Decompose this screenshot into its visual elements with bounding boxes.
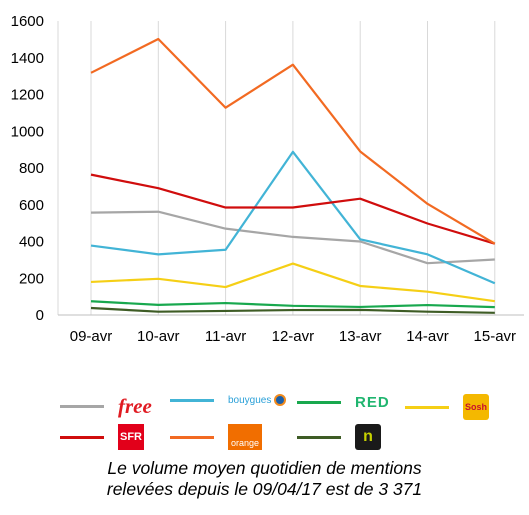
legend-swatch-sfr <box>60 435 104 439</box>
nrj-logo-icon: n <box>355 424 381 450</box>
x-tick-label: 10-avr <box>137 328 180 345</box>
y-tick-label: 400 <box>19 234 44 251</box>
x-tick-label: 14-avr <box>406 328 449 345</box>
footnote: Le volume moyen quotidien de mentions re… <box>0 458 529 500</box>
y-tick-label: 800 <box>19 160 44 177</box>
series-line-bouygues <box>90 150 496 285</box>
footnote-line-2: relevées depuis le 09/04/17 est de 3 371 <box>106 479 423 499</box>
series-line-red <box>90 300 495 309</box>
legend-swatch-free <box>60 405 104 408</box>
orange-logo-icon: orange <box>228 424 262 450</box>
legend-item-nrj: n <box>297 424 381 450</box>
series-lines <box>90 37 496 314</box>
legend-swatch-nrj <box>297 435 341 439</box>
legend-item-sfr: SFR <box>60 424 144 450</box>
y-tick-labels: 0 200 400 600 800 1000 1200 1400 1600 <box>11 13 44 324</box>
bouygues-logo-icon: bouygues <box>228 394 287 406</box>
x-tick-label: 11-avr <box>205 328 246 345</box>
legend-item-orange: orange <box>170 424 262 450</box>
legend-swatch-bouygues <box>170 398 214 402</box>
sfr-logo-icon: SFR <box>118 424 144 450</box>
legend: free bouygues RED Sosh SFR orange n <box>0 392 529 456</box>
legend-item-red: RED <box>297 394 390 411</box>
footnote-line-1: Le volume moyen quotidien de mentions <box>107 458 422 478</box>
series-line-orange <box>90 37 496 245</box>
y-tick-label: 1000 <box>11 123 44 140</box>
y-tick-label: 0 <box>36 307 44 324</box>
x-tick-labels: 09-avr 10-avr 11-avr 12-avr 13-avr 14-avr 15-a… <box>70 328 516 345</box>
y-tick-label: 600 <box>19 197 44 214</box>
legend-swatch-sosh <box>405 405 449 409</box>
vertical-gridlines <box>90 21 496 315</box>
x-tick-label: 15-avr <box>474 328 517 345</box>
free-logo-icon: free <box>118 394 152 418</box>
series-line-sosh <box>90 262 495 303</box>
x-tick-label: 09-avr <box>70 328 113 345</box>
axes <box>57 21 524 316</box>
sosh-logo-icon: Sosh <box>463 394 489 420</box>
red-logo-icon: RED <box>355 394 390 411</box>
x-tick-label: 12-avr <box>272 328 315 345</box>
legend-swatch-orange <box>170 435 214 439</box>
y-tick-label: 1600 <box>11 13 44 30</box>
y-tick-label: 1400 <box>11 50 44 67</box>
series-line-free <box>90 210 495 265</box>
series-line-nrj <box>90 306 495 314</box>
series-line-sfr <box>90 173 496 245</box>
y-tick-label: 200 <box>19 270 44 287</box>
line-chart: 0 200 400 600 800 1000 1200 1400 1600 09-avr 10-a… <box>11 13 524 345</box>
x-tick-label: 13-avr <box>339 328 382 345</box>
legend-item-free: free <box>60 394 152 419</box>
y-tick-label: 1200 <box>11 87 44 104</box>
legend-item-sosh: Sosh <box>405 394 489 420</box>
legend-item-bouygues: bouygues <box>170 394 287 406</box>
legend-swatch-red <box>297 401 341 404</box>
bouygues-logo-text: bouygues <box>228 394 272 406</box>
